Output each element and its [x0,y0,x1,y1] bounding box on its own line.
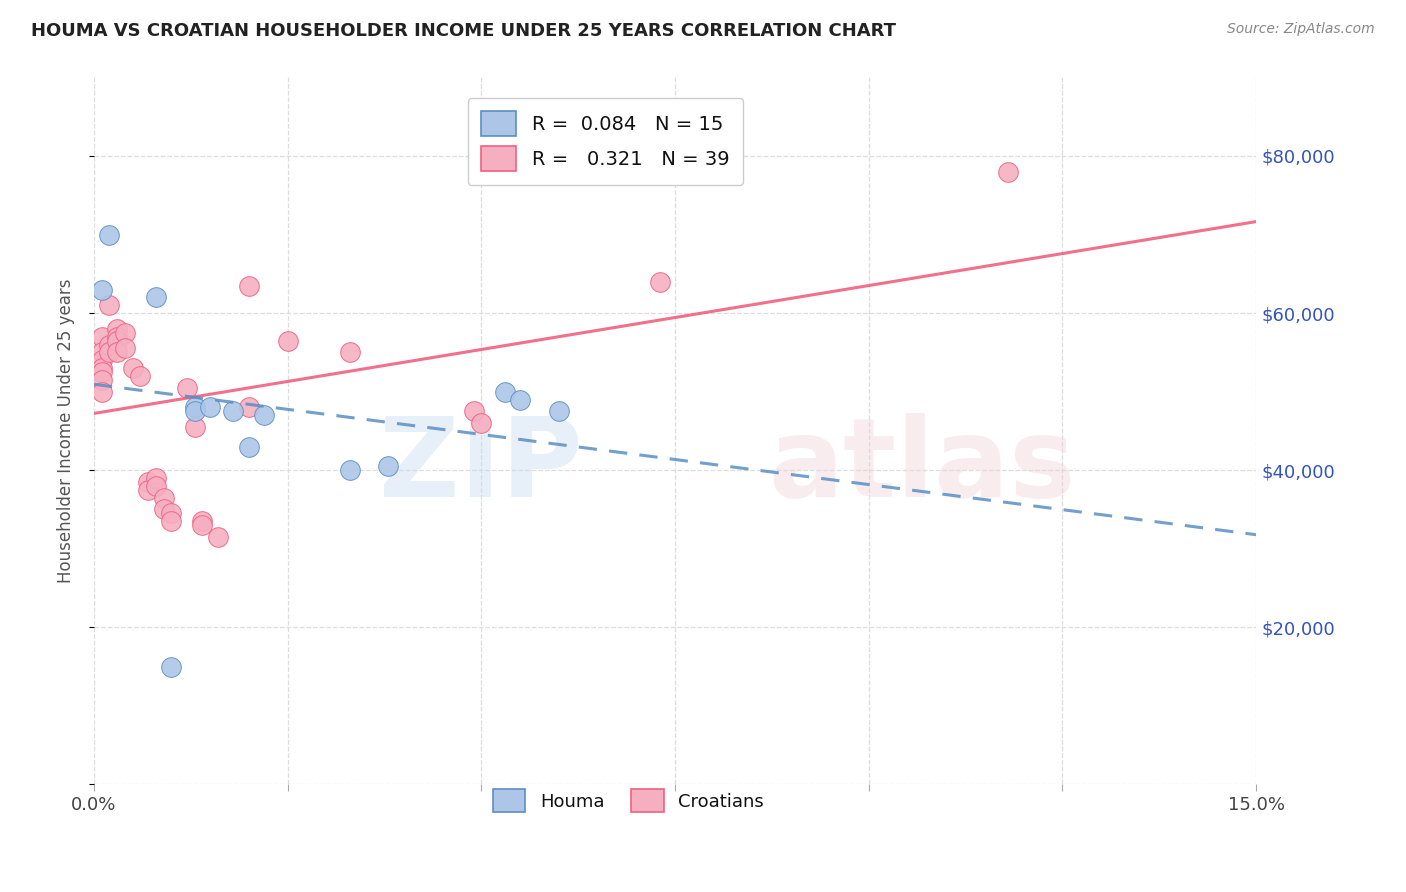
Point [222,404,245,418]
Point [98,298,121,312]
Point [90,345,112,359]
Point [114,326,136,340]
Point [160,514,183,528]
Point [648,275,671,289]
Point [238,278,260,293]
Y-axis label: Householder Income Under 25 years: Householder Income Under 25 years [58,278,75,583]
Point [136,475,159,489]
Point [129,368,152,383]
Point [183,420,205,434]
Point [152,491,174,505]
Point [105,334,128,348]
Point [463,404,485,418]
Point [90,329,112,343]
Point [191,514,214,528]
Point [183,404,205,418]
Point [145,290,167,304]
Point [509,392,531,407]
Point [121,361,143,376]
Point [90,361,112,376]
Point [238,401,260,415]
Text: HOUMA VS CROATIAN HOUSEHOLDER INCOME UNDER 25 YEARS CORRELATION CHART: HOUMA VS CROATIAN HOUSEHOLDER INCOME UND… [31,22,896,40]
Point [277,334,299,348]
Point [470,416,492,430]
Point [105,345,128,359]
Point [198,401,221,415]
Point [253,408,276,422]
Point [191,518,214,533]
Point [105,322,128,336]
Point [90,373,112,387]
Point [160,659,183,673]
Point [90,365,112,379]
Legend: Houma, Croatians: Houma, Croatians [481,776,776,825]
Point [160,507,183,521]
Point [98,345,121,359]
Point [98,337,121,351]
Point [114,342,136,356]
Point [547,404,569,418]
Text: Source: ZipAtlas.com: Source: ZipAtlas.com [1227,22,1375,37]
Point [207,530,229,544]
Point [90,353,112,368]
Point [238,440,260,454]
Point [339,463,361,477]
Text: atlas: atlas [768,413,1076,520]
Point [105,329,128,343]
Point [90,283,112,297]
Point [90,384,112,399]
Point [152,502,174,516]
Point [183,401,205,415]
Text: ZIP: ZIP [378,413,582,520]
Point [145,471,167,485]
Point [98,227,121,242]
Point [136,483,159,497]
Point [176,381,198,395]
Point [339,345,361,359]
Point [494,384,516,399]
Point [145,479,167,493]
Point [997,164,1019,178]
Point [377,459,399,474]
